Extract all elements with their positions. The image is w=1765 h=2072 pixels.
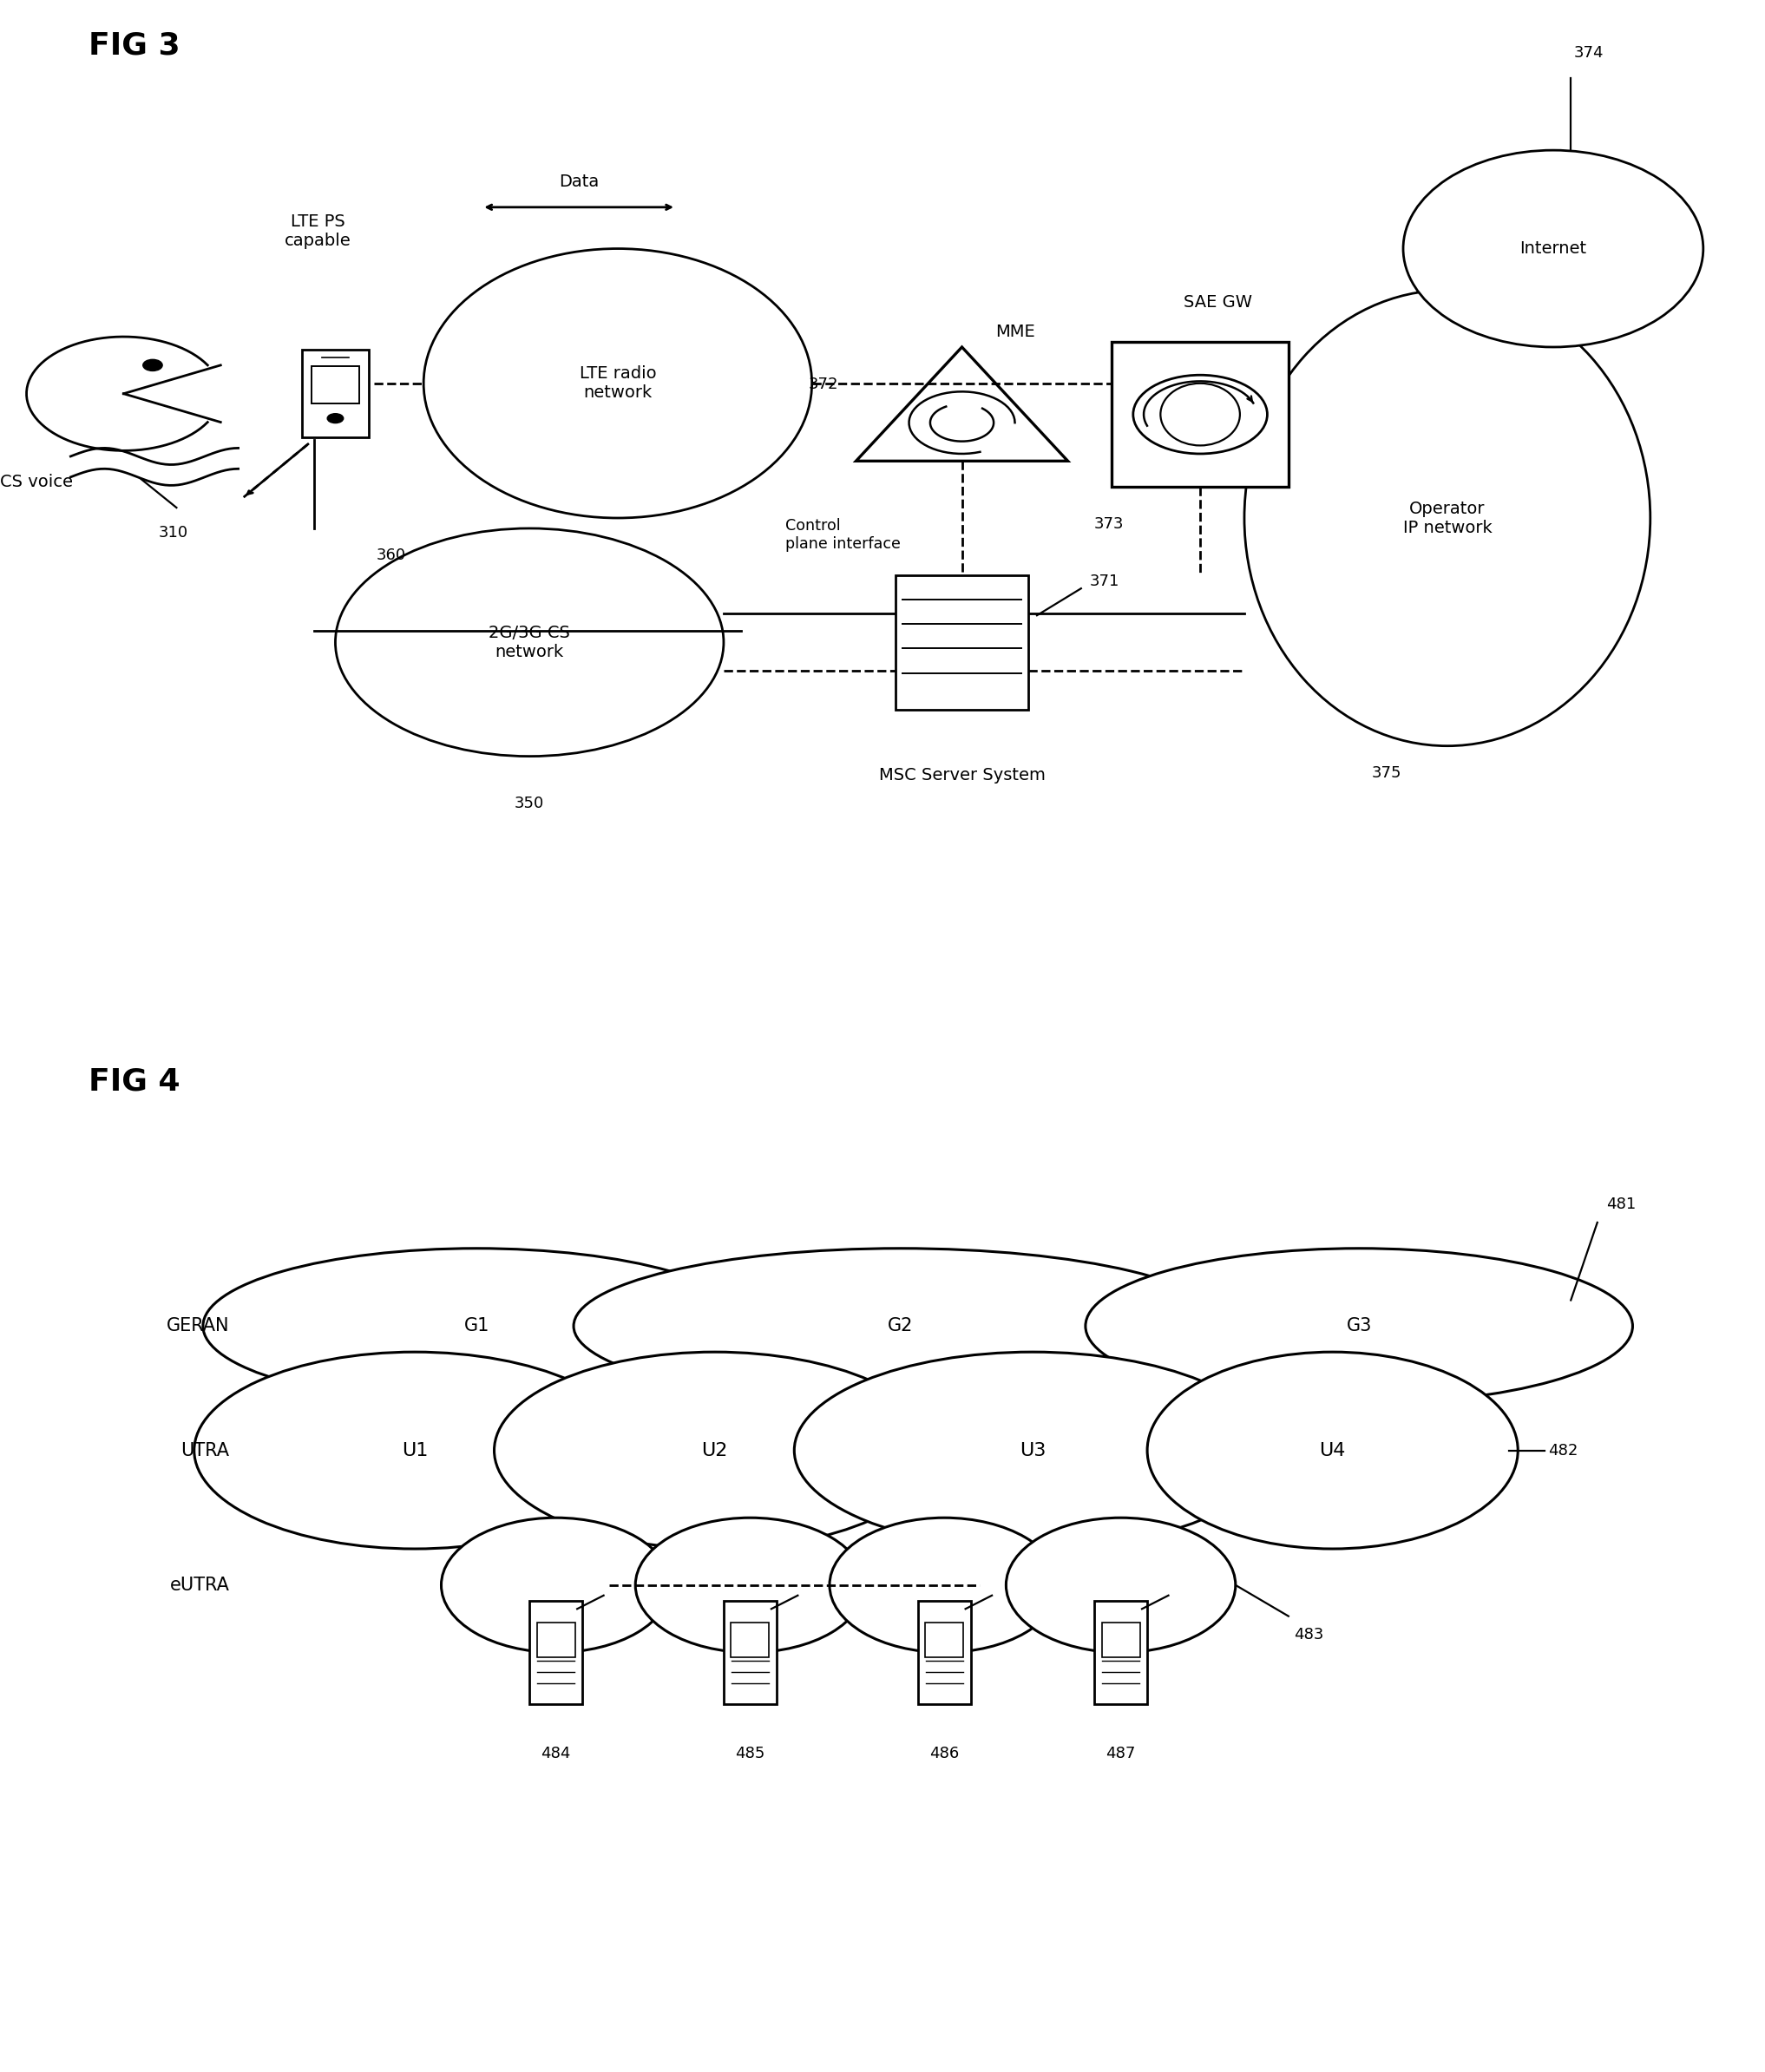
Bar bbox=[537, 1622, 575, 1658]
Bar bbox=[311, 367, 360, 404]
Ellipse shape bbox=[1085, 1247, 1633, 1405]
Text: 350: 350 bbox=[515, 796, 544, 812]
Text: FIG 4: FIG 4 bbox=[88, 1067, 180, 1096]
Text: 483: 483 bbox=[1294, 1627, 1324, 1643]
Text: CS voice: CS voice bbox=[0, 474, 72, 491]
Bar bbox=[724, 1600, 777, 1703]
Text: e4: e4 bbox=[1077, 1571, 1096, 1587]
Ellipse shape bbox=[830, 1517, 1059, 1653]
Text: 485: 485 bbox=[736, 1745, 764, 1761]
Ellipse shape bbox=[794, 1353, 1271, 1550]
Ellipse shape bbox=[574, 1247, 1227, 1405]
Text: Data: Data bbox=[560, 174, 598, 191]
Text: G2: G2 bbox=[888, 1318, 913, 1334]
Text: Operator
IP network: Operator IP network bbox=[1403, 499, 1491, 537]
Ellipse shape bbox=[441, 1517, 671, 1653]
Text: U4: U4 bbox=[1320, 1442, 1345, 1459]
Text: UTRA: UTRA bbox=[180, 1442, 229, 1459]
Text: 481: 481 bbox=[1606, 1196, 1636, 1212]
Text: 2G/3G CS
network: 2G/3G CS network bbox=[489, 624, 570, 661]
Text: SAE GW: SAE GW bbox=[1184, 294, 1251, 311]
Text: 484: 484 bbox=[542, 1745, 570, 1761]
Ellipse shape bbox=[203, 1247, 750, 1405]
Bar bbox=[1112, 342, 1288, 487]
Bar bbox=[897, 574, 1027, 709]
Text: U1: U1 bbox=[402, 1442, 427, 1459]
Text: Internet: Internet bbox=[1520, 240, 1587, 257]
Bar bbox=[918, 1600, 971, 1703]
Text: MME: MME bbox=[995, 323, 1034, 340]
Text: 374: 374 bbox=[1574, 46, 1603, 60]
Ellipse shape bbox=[1006, 1517, 1236, 1653]
Text: LTE radio
network: LTE radio network bbox=[579, 365, 657, 402]
Text: U3: U3 bbox=[1020, 1442, 1045, 1459]
Text: FIG 3: FIG 3 bbox=[88, 31, 180, 60]
Ellipse shape bbox=[424, 249, 812, 518]
Text: G3: G3 bbox=[1347, 1318, 1371, 1334]
Text: LTE PS
capable: LTE PS capable bbox=[284, 213, 351, 249]
Circle shape bbox=[143, 361, 162, 371]
Bar bbox=[302, 350, 369, 437]
Text: 373: 373 bbox=[1094, 516, 1124, 533]
Text: U2: U2 bbox=[702, 1442, 727, 1459]
Text: eUTRA: eUTRA bbox=[169, 1577, 229, 1593]
Text: 486: 486 bbox=[930, 1745, 958, 1761]
Text: 372: 372 bbox=[808, 377, 838, 392]
Text: GERAN: GERAN bbox=[166, 1318, 229, 1334]
Text: 482: 482 bbox=[1548, 1442, 1578, 1459]
Text: Control
plane interface: Control plane interface bbox=[785, 518, 900, 551]
Ellipse shape bbox=[494, 1353, 935, 1550]
Ellipse shape bbox=[1403, 151, 1703, 346]
Text: G1: G1 bbox=[464, 1318, 489, 1334]
Text: e1: e1 bbox=[512, 1571, 531, 1587]
Bar bbox=[530, 1600, 582, 1703]
Bar bbox=[731, 1622, 770, 1658]
Bar bbox=[925, 1622, 964, 1658]
Text: 375: 375 bbox=[1371, 765, 1401, 781]
Text: e2: e2 bbox=[706, 1571, 725, 1587]
Text: 487: 487 bbox=[1107, 1745, 1135, 1761]
Bar bbox=[1094, 1600, 1147, 1703]
Text: MSC Server System: MSC Server System bbox=[879, 767, 1045, 783]
Circle shape bbox=[327, 414, 344, 423]
Bar bbox=[1101, 1622, 1140, 1658]
Text: 310: 310 bbox=[159, 524, 189, 541]
Text: e3: e3 bbox=[900, 1571, 920, 1587]
Ellipse shape bbox=[194, 1353, 635, 1550]
Text: 360: 360 bbox=[376, 547, 406, 564]
Ellipse shape bbox=[635, 1517, 865, 1653]
Ellipse shape bbox=[1244, 290, 1650, 746]
Ellipse shape bbox=[335, 528, 724, 756]
Text: 371: 371 bbox=[1091, 574, 1119, 588]
Ellipse shape bbox=[1147, 1353, 1518, 1550]
